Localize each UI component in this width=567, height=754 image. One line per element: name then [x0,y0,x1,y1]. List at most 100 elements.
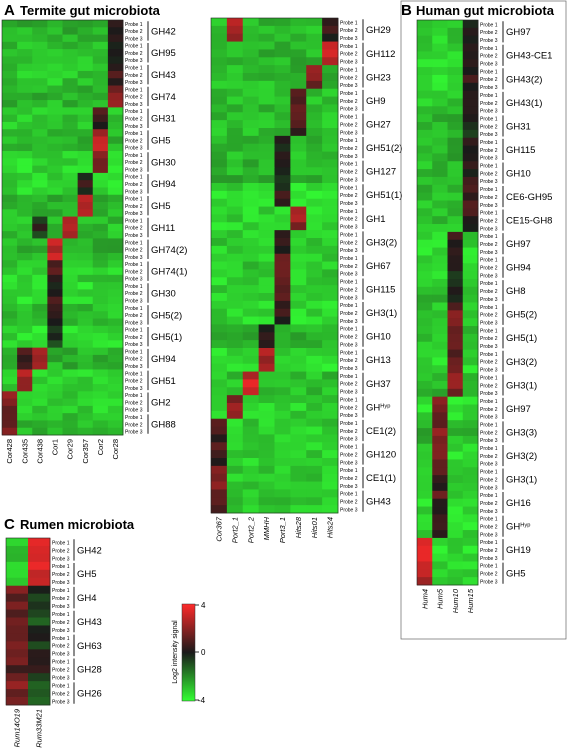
panel-b-cell-r69-c0 [417,561,433,570]
panel-a-left-probe-label: Probe 1 [125,218,143,224]
panel-a-left-cell-r49-c0 [2,376,18,385]
panel-a-right-cell-r46-c4 [274,379,291,388]
panel-a-right-cell-r6-c7 [322,65,339,74]
panel-a-right-cell-r9-c4 [274,88,291,97]
panel-a-right-cell-r46-c5 [290,379,307,388]
panel-a-right-cell-r17-c3 [258,151,275,160]
panel-b-cell-r11-c1 [432,106,448,115]
panel-a-right-cell-r24-c3 [258,206,275,215]
panel-b-cell-r51-c2 [447,420,464,429]
panel-a-right-cell-r30-c5 [290,253,307,262]
panel-a-left-cell-r15-c5 [77,129,94,137]
panel-a-left-cell-r30-c1 [17,238,33,247]
panel-a-right-cell-r48-c7 [322,395,339,404]
panel-a-right-cell-r58-c0 [211,473,228,482]
panel-a-right-cell-r13-c1 [226,120,244,129]
panel-a-right-cell-r6-c6 [306,65,323,74]
panel-a-right-cell-r35-c6 [306,293,323,302]
panel-a-left-probe-label: Probe 3 [125,233,143,239]
panel-a-left-cell-r1-c1 [17,27,33,35]
panel-a-left-cell-r34-c0 [2,267,18,276]
panel-a-left-probe-label: Probe 2 [125,226,143,232]
panel-a-left-cell-r42-c0 [2,325,18,334]
panel-a-right-family-label: GHHyp [366,402,390,413]
panel-a-right-cell-r11-c3 [258,104,275,113]
panel-a-left-cell-r33-c5 [77,260,94,268]
panel-a-left-cell-r47-c6 [92,362,109,370]
panel-b-probe-label: Probe 3 [480,297,498,303]
panel-a-right-cell-r58-c4 [274,473,291,482]
panel-b-cell-r45-c1 [432,373,448,382]
panel-a-right-cell-r57-c7 [322,465,339,475]
panel-b-cell-r61-c3 [462,498,479,507]
panel-a-left-cell-r55-c5 [77,420,94,429]
panel-a-right-cell-r34-c2 [242,285,260,294]
panel-a-right-cell-r48-c1 [226,395,244,404]
panel-a-left-cell-r1-c7 [107,27,124,35]
panel-a-left-cell-r22-c4 [62,180,79,188]
panel-b-probe-label: Probe 3 [480,85,498,91]
panel-b-cell-r44-c1 [432,365,448,374]
panel-a-right-cell-r54-c5 [290,442,307,451]
panel-a-left-cell-r0-c6 [92,20,109,28]
panel-a-right-cell-r3-c3 [258,41,275,50]
panel-a-left-cell-r44-c1 [17,340,33,349]
panel-a-right-cell-r4-c1 [226,49,244,58]
panel-c-cell-r2-c1 [28,553,51,563]
panel-a-left-cell-r20-c2 [32,165,48,174]
panel-a-right-cell-r31-c7 [322,261,339,270]
panel-b-cell-r36-c0 [417,302,433,311]
panel-a-left-family-label: GH11 [151,223,175,234]
panel-b-cell-r53-c3 [462,435,479,445]
panel-a-left-cell-r24-c0 [2,194,18,203]
panel-a-right-cell-r25-c7 [322,214,339,223]
panel-b-cell-r46-c3 [462,380,479,390]
panel-a-right-cell-r58-c2 [242,473,260,482]
panel-a-right-cell-r11-c1 [226,104,244,113]
panel-b-probe-label: Probe 2 [480,77,498,83]
panel-a-right-cell-r9-c3 [258,88,275,97]
panel-a-right-cell-r50-c4 [274,410,291,420]
panel-a-left-cell-r11-c4 [62,100,79,108]
panel-b-probe-label: Probe 1 [480,258,498,264]
panel-b-cell-r33-c0 [417,278,433,288]
panel-b-cell-r49-c1 [432,404,448,413]
panel-a-left-probe-label: Probe 2 [125,357,143,363]
panel-c-cell-r12-c0 [6,633,29,642]
panel-c-probe-label: Probe 3 [52,652,70,658]
panel-c-probe-label: Probe 3 [52,556,70,562]
panel-a-left-cell-r31-c7 [107,245,124,254]
panel-a-right-cell-r18-c4 [274,159,291,168]
panel-a-right-cell-r45-c7 [322,371,339,380]
panel-a-left-probe-label: Probe 1 [125,393,143,399]
panel-a-left-cell-r41-c0 [2,318,18,327]
panel-b-cell-r10-c2 [447,98,464,107]
panel-b-cell-r4-c0 [417,51,433,60]
panel-a-right-cell-r3-c5 [290,41,307,50]
panel-a-right-family-label: GH27 [366,119,391,130]
panel-a-right-cell-r18-c0 [211,159,228,168]
panel-a-left-cell-r5-c5 [77,56,94,65]
panel-b-cell-r41-c0 [417,341,433,350]
panel-a-right-cell-r30-c6 [306,253,323,262]
panel-a-left-cell-r16-c6 [92,136,109,145]
panel-b-cell-r18-c0 [417,161,433,170]
panel-a-left-cell-r2-c6 [92,34,109,43]
panel-b-cell-r60-c3 [462,490,479,500]
panel-a-right-cell-r25-c1 [226,214,244,223]
panel-a-right-probe-label: Probe 1 [340,162,358,168]
panel-a-right-cell-r16-c1 [226,143,244,152]
panel-a-right-probe-label: Probe 2 [340,52,358,58]
panel-a-right-cell-r44-c6 [306,363,323,372]
panel-a-right-family-label: GH37 [366,379,391,390]
panel-a-left-probe-label: Probe 2 [125,204,143,210]
panel-a-right-probe-label: Probe 3 [340,390,358,396]
panel-a-right-cell-r3-c2 [242,41,260,50]
panel-a-left-cell-r55-c1 [17,420,33,429]
panel-a-right-cell-r52-c1 [226,426,244,435]
panel-a-right-cell-r2-c7 [322,33,339,42]
panel-a-right-cell-r50-c6 [306,410,323,420]
panel-a-right-cell-r35-c5 [290,293,307,302]
panel-a-right-cell-r40-c4 [274,332,291,341]
panel-b-cell-r25-c2 [447,216,464,225]
